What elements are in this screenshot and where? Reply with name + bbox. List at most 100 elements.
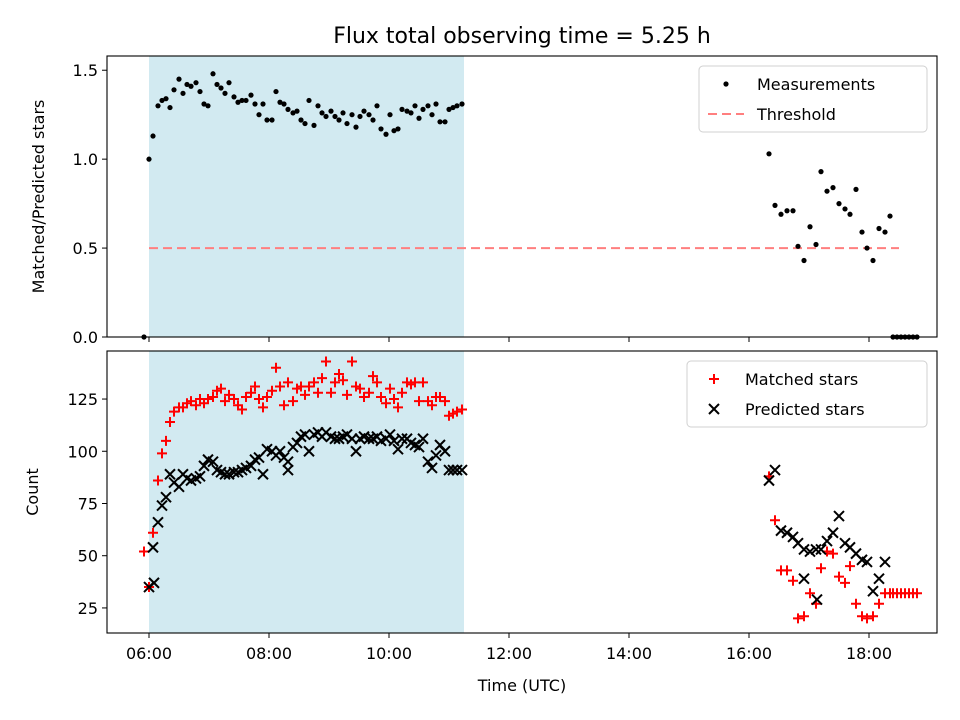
predicted-star-point xyxy=(810,543,822,556)
predicted-star-point xyxy=(228,466,240,478)
measurement-point xyxy=(294,108,300,114)
x-tick-label: 14:00 xyxy=(606,644,652,663)
legend-predicted-marker xyxy=(708,403,720,415)
axes-frame xyxy=(106,350,938,634)
matched-star-point xyxy=(368,371,378,382)
x-tick-label: 18:00 xyxy=(846,644,892,663)
measurement-point xyxy=(319,110,325,116)
matched-star-point xyxy=(139,546,149,557)
measurement-point xyxy=(842,206,848,212)
matched-star-point xyxy=(834,571,844,582)
matched-star-point xyxy=(262,391,272,402)
measurement-point xyxy=(459,101,465,107)
measurement-point xyxy=(442,119,448,125)
predicted-star-point xyxy=(388,435,400,447)
measurement-point xyxy=(408,110,414,116)
measurement-point xyxy=(285,106,291,112)
matched-star-point xyxy=(393,402,403,413)
measurement-point xyxy=(281,101,287,107)
y-tick-label: 100 xyxy=(67,442,98,461)
y-tick-label: 50 xyxy=(78,547,98,566)
measurement-point xyxy=(425,103,431,109)
measurement-point xyxy=(450,104,456,111)
measurement-point xyxy=(370,117,376,123)
matched-star-point xyxy=(355,383,365,394)
measurement-point xyxy=(353,124,359,130)
measurement-point xyxy=(302,120,308,127)
measurement-point xyxy=(876,225,882,232)
measurement-point xyxy=(197,88,203,95)
measurement-point xyxy=(344,120,350,127)
measurement-point xyxy=(340,110,346,116)
measurement-point xyxy=(235,99,241,105)
legend-box xyxy=(686,360,928,428)
matched-star-point xyxy=(267,385,277,396)
legend-label: Measurements xyxy=(757,75,875,94)
matched-star-point xyxy=(279,400,289,411)
predicted-star-point xyxy=(798,543,810,556)
predicted-star-point xyxy=(833,510,845,522)
x-tick-label: 06:00 xyxy=(126,644,172,663)
measurement-point xyxy=(446,106,452,112)
matched-star-point xyxy=(452,406,462,417)
measurement-point xyxy=(159,97,165,104)
predicted-star-point xyxy=(148,577,160,589)
measurement-point xyxy=(273,88,279,95)
measurement-point xyxy=(404,108,410,114)
predicted-star-point xyxy=(147,541,159,554)
measurement-point xyxy=(315,103,321,109)
measurement-point xyxy=(374,103,380,109)
predicted-star-point xyxy=(781,527,793,539)
y-tick-label: 125 xyxy=(67,390,98,409)
matched-star-point xyxy=(250,381,260,392)
matched-star-point xyxy=(805,588,815,599)
predicted-star-point xyxy=(160,491,172,503)
predicted-star-point xyxy=(152,516,164,528)
predicted-star-point xyxy=(303,445,315,457)
matched-star-point xyxy=(376,391,386,402)
matched-star-point xyxy=(220,396,230,407)
measurement-point xyxy=(332,113,338,120)
predicted-star-point xyxy=(282,456,294,468)
x-tick-label: 08:00 xyxy=(246,644,292,663)
measurement-point xyxy=(264,117,270,123)
predicted-star-point xyxy=(164,468,176,480)
matched-star-point xyxy=(258,402,268,413)
matched-star-point xyxy=(828,548,838,559)
measurement-point xyxy=(399,106,405,112)
measurement-point xyxy=(801,257,807,264)
legend-label: Threshold xyxy=(756,105,836,124)
matched-star-point xyxy=(334,368,344,379)
measurement-point xyxy=(214,81,220,88)
matched-star-point xyxy=(793,613,803,624)
measurement-point xyxy=(366,112,372,118)
measurement-point xyxy=(429,112,435,118)
matched-star-point xyxy=(330,377,340,388)
y-tick-label: 1.5 xyxy=(73,61,98,80)
predicted-star-point xyxy=(384,428,396,441)
observing-window-shade xyxy=(149,56,464,337)
measurement-point xyxy=(790,208,796,214)
predicted-star-point xyxy=(447,464,459,476)
measurement-point xyxy=(830,185,836,191)
measurement-point xyxy=(807,224,813,230)
measurement-point xyxy=(818,169,824,175)
predicted-star-point xyxy=(392,443,404,455)
predicted-star-point xyxy=(198,460,210,472)
matched-star-point xyxy=(203,394,213,405)
measurement-point xyxy=(784,208,790,214)
predicted-star-point xyxy=(417,433,429,445)
predicted-star-point xyxy=(426,462,438,474)
measurement-point xyxy=(311,122,317,128)
matched-star-point xyxy=(153,475,163,486)
predicted-star-point xyxy=(396,433,408,445)
measurement-point xyxy=(454,103,460,109)
matched-star-point xyxy=(326,387,336,398)
measurement-point xyxy=(383,131,389,137)
measurement-point xyxy=(260,101,266,107)
measurement-point xyxy=(163,96,169,102)
matched-star-point xyxy=(246,387,256,398)
matched-star-point xyxy=(381,398,391,409)
legend-matched-marker xyxy=(709,374,719,384)
measurement-point xyxy=(870,257,876,264)
